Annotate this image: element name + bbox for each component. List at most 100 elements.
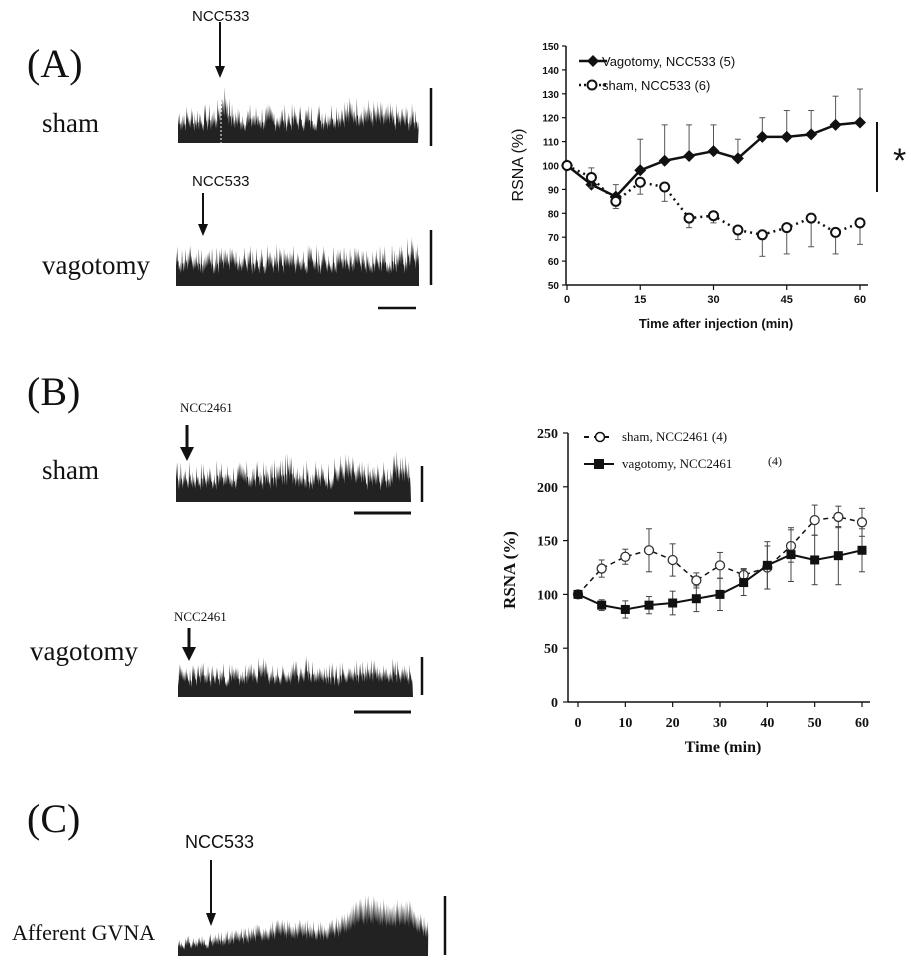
- legend-sham-b: sham, NCC2461 (4): [622, 429, 727, 444]
- y-tick-a: 140: [542, 66, 559, 77]
- data-point-sham-a: [854, 217, 866, 229]
- y-tick-b: 50: [544, 642, 558, 657]
- data-point-vagotomy-b: [739, 578, 749, 588]
- x-tick-a: 30: [707, 294, 719, 306]
- y-tick-a: 80: [548, 209, 560, 220]
- panel-label-c: (C): [27, 796, 81, 841]
- data-point-sham-a: [781, 222, 793, 234]
- x-axis-label-a: Time after injection (min): [639, 316, 793, 331]
- drug-label-b1: NCC2461: [180, 400, 233, 415]
- data-point-sham-b: [596, 563, 607, 574]
- data-point-vagotomy-a: [658, 154, 671, 167]
- data-point-sham-b: [691, 575, 702, 586]
- data-point-sham-a: [683, 212, 695, 224]
- x-tick-a: 15: [634, 294, 646, 306]
- y-tick-a: 50: [548, 281, 560, 292]
- data-point-vagotomy-b: [857, 545, 867, 555]
- y-tick-a: 150: [542, 42, 559, 53]
- data-point-sham-a: [561, 160, 573, 171]
- data-point-vagotomy-b: [573, 589, 583, 599]
- trace-afferent-gvna: [178, 894, 429, 956]
- x-tick-b: 10: [618, 716, 632, 731]
- y-tick-a: 70: [548, 233, 560, 244]
- data-point-sham-b: [856, 517, 868, 528]
- legend-sham-a: sham, NCC533 (6): [602, 78, 710, 93]
- panel-label-b: (B): [27, 369, 81, 414]
- legend-vagotomy-b: vagotomy, NCC2461: [622, 456, 732, 471]
- y-axis-label-b: RSNA (%): [500, 531, 519, 609]
- x-tick-b: 50: [808, 716, 822, 731]
- y-tick-a: 60: [548, 257, 560, 268]
- y-tick-b: 250: [537, 427, 558, 442]
- y-tick-b: 200: [537, 481, 558, 496]
- trace-sham-a: [178, 86, 419, 143]
- y-axis-label-a: RSNA (%): [510, 129, 527, 202]
- data-point-vagotomy-a: [780, 130, 793, 143]
- data-point-vagotomy-a: [731, 152, 744, 165]
- data-point-vagotomy-a: [854, 116, 866, 129]
- legend-vagotomy-a: Vagotomy, NCC533 (5): [602, 54, 735, 69]
- data-point-vagotomy-b: [691, 594, 701, 604]
- drug-label-b2: NCC2461: [174, 609, 227, 624]
- x-tick-b: 30: [713, 716, 727, 731]
- trace-vagotomy-b: [178, 655, 413, 697]
- trace-label-vagotomy-b: vagotomy: [30, 636, 138, 666]
- x-tick-a: 0: [564, 294, 570, 306]
- data-point-sham-b: [714, 560, 726, 571]
- data-point-vagotomy-b: [786, 550, 796, 560]
- data-point-sham-a: [708, 210, 719, 222]
- y-tick-b: 150: [537, 535, 558, 550]
- data-point-vagotomy-a: [805, 128, 818, 141]
- data-point-sham-a: [756, 229, 768, 241]
- data-point-vagotomy-a: [829, 118, 842, 131]
- data-point-vagotomy-b: [668, 598, 678, 608]
- data-point-sham-b: [667, 554, 678, 566]
- y-tick-a: 110: [543, 138, 560, 149]
- data-point-vagotomy-a: [683, 149, 696, 162]
- drug-label-c: NCC533: [185, 832, 255, 852]
- data-point-vagotomy-b: [597, 600, 607, 610]
- data-point-sham-a: [585, 171, 597, 183]
- data-point-sham-a: [659, 181, 671, 193]
- data-point-sham-a: [610, 195, 622, 207]
- data-point-sham-a: [830, 226, 842, 238]
- x-tick-b: 40: [760, 716, 774, 731]
- data-point-vagotomy-b: [833, 551, 843, 561]
- data-point-sham-a: [805, 212, 817, 224]
- x-axis-label-b: Time (min): [685, 739, 762, 756]
- data-point-vagotomy-b: [620, 604, 630, 614]
- trace-sham-b: [176, 450, 411, 502]
- data-point-vagotomy-a: [634, 164, 647, 177]
- data-point-vagotomy-b: [762, 560, 772, 570]
- data-point-vagotomy-a: [756, 130, 769, 143]
- x-tick-a: 60: [854, 294, 866, 306]
- y-tick-b: 100: [537, 588, 558, 603]
- x-tick-b: 20: [666, 716, 680, 731]
- drug-label-a1: NCC533: [192, 8, 250, 25]
- y-tick-b: 0: [551, 696, 558, 711]
- trace-label-sham-a: sham: [42, 108, 99, 138]
- trace-label-afferent-gvna: Afferent GVNA: [12, 920, 156, 945]
- data-point-sham-a: [732, 224, 744, 236]
- data-point-sham-b: [620, 551, 631, 562]
- y-tick-a: 130: [542, 90, 559, 101]
- panel-label-a: (A): [27, 41, 83, 86]
- data-point-vagotomy-b: [644, 600, 654, 610]
- y-tick-a: 120: [542, 114, 559, 125]
- data-point-vagotomy-b: [810, 555, 820, 565]
- data-point-sham-a: [634, 176, 646, 188]
- data-point-vagotomy-a: [707, 145, 720, 158]
- x-tick-a: 45: [781, 294, 793, 306]
- x-tick-b: 60: [855, 716, 869, 731]
- trace-label-sham-b: sham: [42, 455, 99, 485]
- data-point-sham-b: [809, 515, 820, 526]
- data-point-sham-b: [833, 511, 844, 523]
- legend-vagotomy-b-count: (4): [768, 454, 782, 468]
- drug-label-a2: NCC533: [192, 173, 250, 190]
- trace-vagotomy-a: [176, 236, 419, 286]
- data-point-sham-b: [643, 545, 655, 556]
- trace-label-vagotomy-a: vagotomy: [42, 250, 150, 280]
